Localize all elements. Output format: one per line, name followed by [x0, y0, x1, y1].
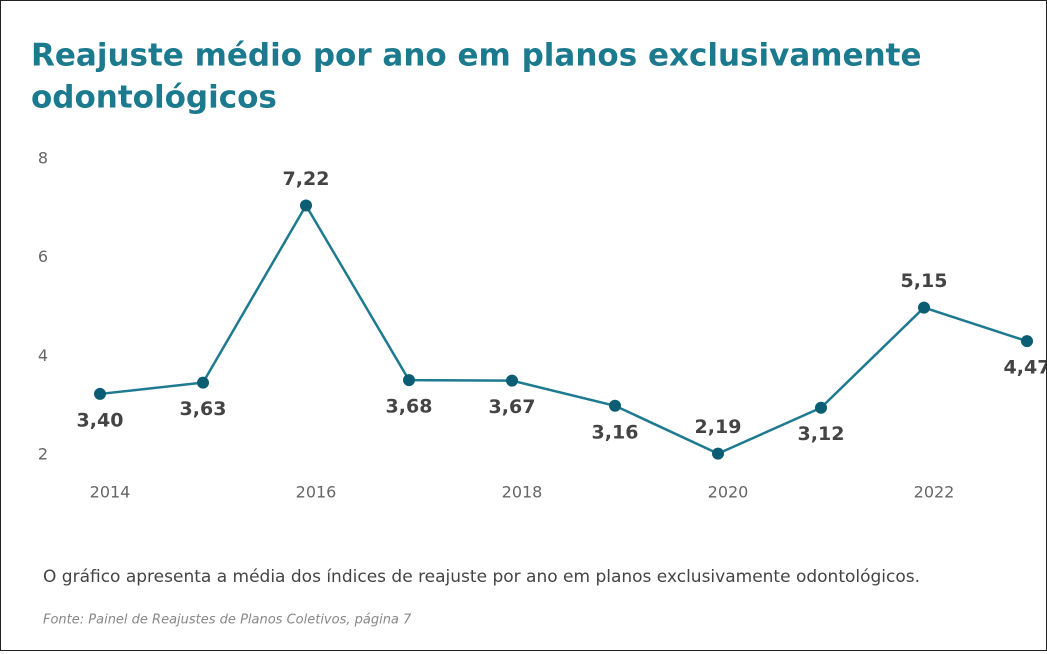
chart-title: odontológicos — [31, 80, 277, 116]
point — [197, 376, 209, 389]
point — [300, 199, 312, 212]
description: O gráfico apresenta a média dos índices … — [43, 567, 920, 587]
data-label: 3,67 — [489, 396, 536, 418]
x-tick-label: 2016 — [296, 483, 337, 502]
point — [403, 374, 415, 387]
point — [609, 399, 621, 412]
chart-title: Reajuste médio por ano em planos exclusi… — [31, 38, 921, 74]
data-label: 3,68 — [386, 396, 433, 418]
data-label: 3,40 — [77, 409, 124, 431]
x-tick-label: 2020 — [708, 483, 749, 502]
data-label: 7,22 — [283, 168, 330, 190]
point — [94, 387, 106, 400]
source: Fonte: Painel de Reajustes de Planos Col… — [43, 613, 412, 628]
data-label: 5,15 — [901, 270, 948, 292]
y-tick-label: 2 — [38, 445, 48, 464]
y-tick-label: 8 — [38, 149, 48, 168]
x-tick-label: 2018 — [502, 483, 543, 502]
point — [1021, 335, 1033, 348]
x-tick-label: 2014 — [90, 483, 131, 502]
point — [918, 301, 930, 314]
data-label: 4,47 — [1004, 357, 1046, 379]
data-label: 3,16 — [592, 421, 639, 443]
line — [99, 203, 1028, 456]
point — [712, 447, 724, 460]
point — [815, 401, 827, 414]
point — [506, 374, 518, 387]
data-label: 2,19 — [695, 416, 742, 438]
y-tick-label: 6 — [38, 247, 48, 266]
data-label: 3,12 — [798, 423, 845, 445]
data-label: 3,63 — [180, 398, 227, 420]
y-tick-label: 4 — [38, 346, 48, 365]
x-tick-label: 2022 — [914, 483, 955, 502]
